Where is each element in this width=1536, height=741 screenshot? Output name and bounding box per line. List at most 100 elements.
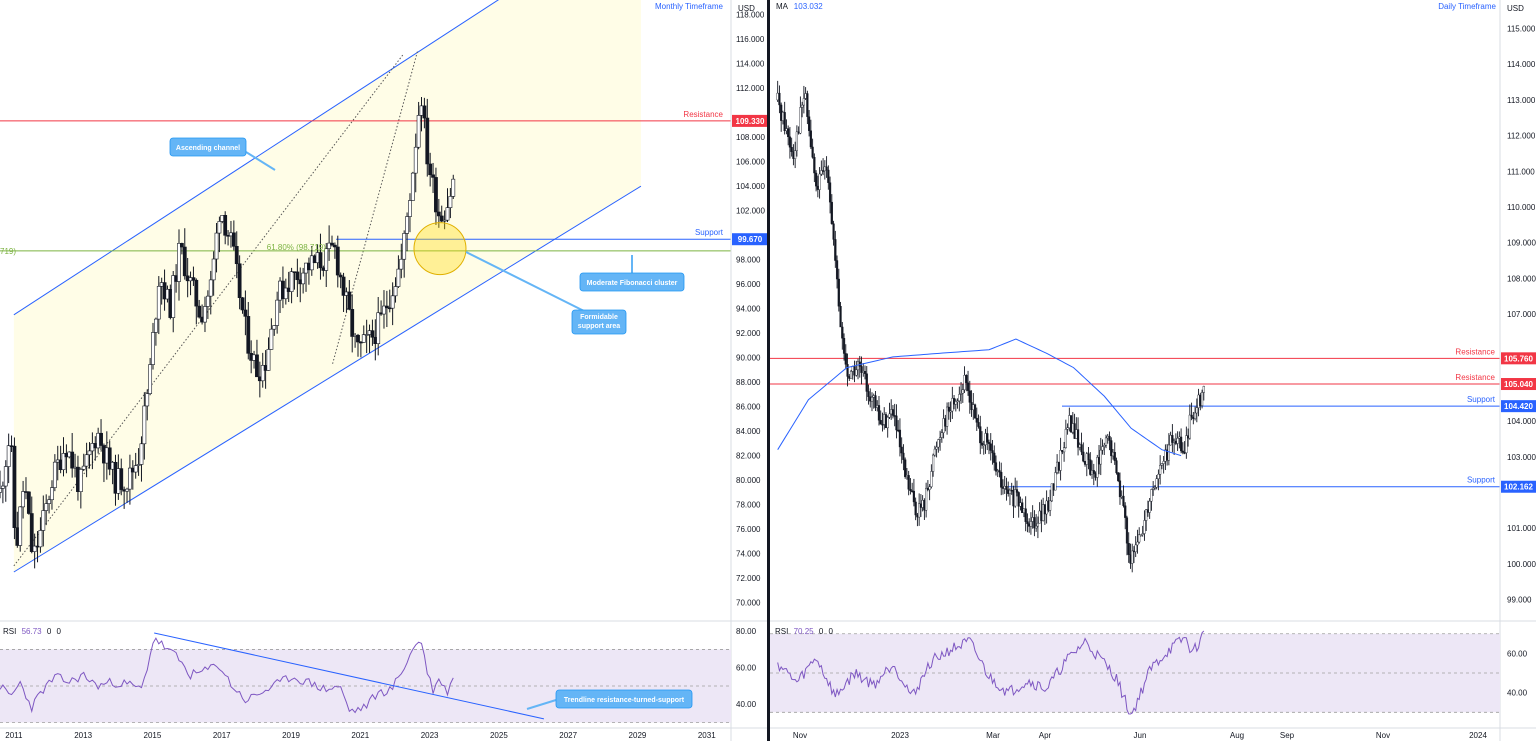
monthly-candle-body (324, 248, 329, 271)
daily-candle-body (1125, 517, 1129, 544)
daily-candle-body (1005, 486, 1008, 490)
support-area-callout-box (571, 309, 627, 335)
daily-candle-body (994, 462, 998, 472)
daily-candle-body (1089, 459, 1092, 475)
fibonacci-left-label: 719) (0, 247, 16, 256)
daily-candle-body (1106, 435, 1109, 439)
monthly-candle-body (182, 246, 187, 277)
daily-support-1-price-tag (1501, 400, 1536, 413)
monthly-candle-body (0, 485, 5, 489)
daily-candle-body (902, 452, 905, 460)
resistance-price-tag (732, 114, 768, 127)
monthly-candle-body (50, 487, 54, 501)
daily-candle-body (1171, 435, 1174, 443)
daily-candle-body (987, 442, 991, 444)
daily-levels (770, 357, 1500, 488)
daily-candle-body (815, 172, 818, 187)
monthly-y-tick: 70.000 (736, 599, 761, 608)
daily-candle-body (1183, 452, 1186, 454)
monthly-candle-body (283, 287, 288, 300)
monthly-candle-body (422, 105, 427, 119)
daily-candle-body (1068, 415, 1071, 429)
daily-candle-body (1042, 504, 1045, 521)
daily-candle-body (1062, 447, 1066, 453)
daily-candle-body (1108, 435, 1111, 441)
monthly-candle-body (255, 354, 259, 378)
daily-y-tick: 110.000 (1507, 203, 1536, 212)
monthly-candle-body (364, 334, 369, 336)
daily-candle-body (1117, 472, 1120, 482)
daily-candle-body (1199, 394, 1202, 406)
monthly-y-tick: 106.000 (736, 158, 765, 167)
fibonacci-cluster-callout-box (579, 272, 685, 292)
daily-y-tick: 99.000 (1507, 596, 1532, 605)
daily-candles (776, 80, 1205, 573)
daily-candle-body (869, 396, 872, 402)
monthly-candle-body (402, 233, 407, 260)
monthly-candle-body (243, 309, 248, 317)
daily-candle-body (944, 418, 947, 427)
daily-candle-body (947, 406, 950, 412)
panel-divider[interactable] (767, 0, 770, 741)
daily-candle-body (986, 433, 989, 443)
monthly-y-tick: 114.000 (736, 60, 765, 69)
monthly-candle-body (203, 306, 207, 323)
daily-candle-body (1069, 415, 1073, 433)
monthly-candle-body (197, 305, 202, 318)
daily-candle-body (1190, 414, 1193, 418)
daily-candle-body (1139, 534, 1143, 536)
daily-rsi-y-axis: 40.00 60.00 (1507, 649, 1528, 697)
support-area-circle (413, 222, 467, 276)
monthly-candle-body (237, 263, 242, 298)
daily-candle-body (993, 452, 996, 463)
svg-text:RSI 56.73 0: RSI 56.73 0 0 (3, 627, 62, 636)
daily-candle-body (916, 514, 919, 518)
monthly-y-tick: 80.000 (736, 476, 761, 485)
daily-candle-body (835, 260, 839, 280)
monthly-candle-body (32, 545, 37, 552)
monthly-candle-body (136, 464, 141, 466)
daily-candle-body (1080, 444, 1083, 453)
daily-candle-body (1040, 510, 1043, 521)
monthly-candle-body (341, 276, 346, 296)
daily-candle-body (888, 413, 891, 418)
daily-candle-body (1007, 489, 1010, 494)
daily-candle-body (926, 487, 929, 490)
monthly-candle-body (139, 443, 144, 465)
daily-candle-body (794, 150, 797, 159)
daily-candle-body (1160, 463, 1163, 466)
monthly-candle-body (408, 200, 412, 217)
daily-candle-body (909, 489, 912, 491)
daily-y-axis: 99.000 100.000 101.000 103.000 104.000 107.00… (1507, 25, 1536, 605)
monthly-candle-body (125, 488, 129, 492)
monthly-x-tick: 2017 (213, 731, 231, 740)
daily-resistance-2-price-tag (1501, 378, 1536, 391)
daily-candle-body (881, 423, 884, 426)
rsi-trendline-callout-pointer (526, 699, 557, 710)
daily-x-tick: 2024 (1469, 731, 1487, 740)
monthly-rsi-y-tick: 40.00 (736, 700, 757, 709)
daily-candle-body (844, 353, 847, 365)
fib-guide-line-1 (13, 53, 405, 567)
monthly-y-tick: 74.000 (736, 550, 761, 559)
daily-candle-body (839, 306, 842, 328)
daily-candle-body (900, 446, 903, 454)
daily-currency-label: USD (1507, 4, 1524, 13)
monthly-candle-body (205, 295, 210, 307)
daily-candle-body (1033, 517, 1036, 529)
daily-candle-body (1145, 509, 1148, 521)
daily-candle-body (1001, 487, 1005, 489)
daily-candle-body (1094, 473, 1097, 478)
daily-candle-body (1176, 438, 1179, 444)
daily-y-tick: 103.000 (1507, 453, 1536, 462)
daily-candle-body (853, 366, 856, 376)
daily-candle-body (1059, 450, 1062, 471)
monthly-candle-body (214, 232, 219, 260)
daily-candle-body (806, 93, 809, 117)
monthly-candle-body (445, 207, 450, 221)
monthly-overlay: Resistance Support 61.80% (98.719) 719) 109.… (0, 110, 768, 335)
monthly-candle-body (416, 115, 421, 148)
monthly-candle-body (6, 445, 11, 467)
monthly-candle-body (0, 488, 2, 493)
daily-candle-body (958, 394, 961, 402)
